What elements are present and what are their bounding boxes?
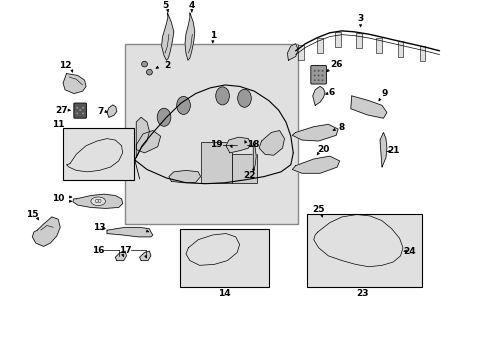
Circle shape xyxy=(82,107,84,109)
Circle shape xyxy=(98,149,113,163)
Bar xyxy=(317,38,323,53)
Polygon shape xyxy=(115,251,126,261)
Circle shape xyxy=(313,79,315,81)
Circle shape xyxy=(317,70,319,72)
Text: 11: 11 xyxy=(52,120,64,129)
Bar xyxy=(180,229,268,287)
Circle shape xyxy=(205,274,212,281)
Polygon shape xyxy=(73,194,122,208)
Circle shape xyxy=(68,132,72,136)
Text: 25: 25 xyxy=(312,205,324,214)
Text: 6: 6 xyxy=(327,88,334,97)
Polygon shape xyxy=(32,217,60,246)
Text: 21: 21 xyxy=(386,146,399,155)
Text: 8: 8 xyxy=(338,123,345,132)
Polygon shape xyxy=(136,131,160,153)
Polygon shape xyxy=(313,215,402,267)
Polygon shape xyxy=(259,131,284,155)
Polygon shape xyxy=(312,86,325,105)
Circle shape xyxy=(313,75,315,76)
Circle shape xyxy=(74,146,95,167)
Circle shape xyxy=(76,107,78,109)
Polygon shape xyxy=(350,96,386,118)
Text: 22: 22 xyxy=(243,171,255,180)
Polygon shape xyxy=(161,13,173,60)
Polygon shape xyxy=(168,170,200,183)
Circle shape xyxy=(321,75,323,76)
Circle shape xyxy=(317,79,319,81)
Polygon shape xyxy=(185,234,239,265)
Polygon shape xyxy=(184,13,194,60)
Ellipse shape xyxy=(91,197,105,206)
Text: 12: 12 xyxy=(59,60,71,69)
Ellipse shape xyxy=(237,89,251,107)
Bar xyxy=(232,154,256,183)
Circle shape xyxy=(76,113,78,114)
Bar xyxy=(63,128,134,180)
Text: 3: 3 xyxy=(357,14,363,23)
Text: 5: 5 xyxy=(162,1,168,10)
Bar xyxy=(200,143,232,183)
Ellipse shape xyxy=(337,222,383,259)
Polygon shape xyxy=(63,73,86,94)
Bar xyxy=(125,44,298,224)
Text: 1: 1 xyxy=(209,31,216,40)
Circle shape xyxy=(142,61,147,67)
Text: 27: 27 xyxy=(55,105,68,114)
Text: 16: 16 xyxy=(92,246,104,255)
Text: 23: 23 xyxy=(356,289,368,298)
Circle shape xyxy=(95,146,116,167)
Circle shape xyxy=(315,219,319,222)
Bar xyxy=(355,33,361,49)
FancyBboxPatch shape xyxy=(310,66,326,84)
Text: 24: 24 xyxy=(402,247,415,256)
Circle shape xyxy=(146,69,152,75)
Text: 7: 7 xyxy=(97,107,103,116)
Polygon shape xyxy=(287,44,298,60)
Bar xyxy=(397,41,403,57)
Text: 15: 15 xyxy=(26,210,39,219)
Polygon shape xyxy=(292,124,337,141)
Polygon shape xyxy=(379,132,386,167)
Ellipse shape xyxy=(157,108,170,126)
Circle shape xyxy=(321,70,323,72)
Polygon shape xyxy=(107,228,153,237)
Circle shape xyxy=(79,109,81,111)
Text: 17: 17 xyxy=(119,246,131,255)
Ellipse shape xyxy=(176,96,190,114)
Ellipse shape xyxy=(317,217,325,228)
FancyBboxPatch shape xyxy=(74,103,86,118)
Bar xyxy=(375,38,381,53)
Polygon shape xyxy=(253,142,256,172)
Circle shape xyxy=(82,113,84,114)
Bar xyxy=(334,32,340,47)
Ellipse shape xyxy=(394,246,403,256)
Text: 20: 20 xyxy=(317,145,329,154)
Bar xyxy=(419,46,425,61)
Ellipse shape xyxy=(215,87,229,105)
Circle shape xyxy=(77,149,92,163)
Text: 18: 18 xyxy=(246,140,259,149)
Bar xyxy=(297,45,303,60)
Text: 4: 4 xyxy=(188,1,195,10)
Circle shape xyxy=(321,79,323,81)
Circle shape xyxy=(187,239,192,244)
Circle shape xyxy=(317,75,319,76)
Text: OO: OO xyxy=(94,199,102,204)
Polygon shape xyxy=(140,251,151,261)
Text: 10: 10 xyxy=(52,194,64,203)
Polygon shape xyxy=(136,117,149,158)
Text: 2: 2 xyxy=(164,62,170,71)
Polygon shape xyxy=(225,137,250,153)
Polygon shape xyxy=(66,139,122,172)
Circle shape xyxy=(313,70,315,72)
Polygon shape xyxy=(292,156,339,173)
Text: 26: 26 xyxy=(329,60,342,69)
Bar xyxy=(306,213,421,287)
Text: 9: 9 xyxy=(381,89,387,98)
Text: 14: 14 xyxy=(217,289,230,298)
Text: 13: 13 xyxy=(93,223,105,232)
Polygon shape xyxy=(107,105,117,117)
Text: 19: 19 xyxy=(209,140,222,149)
